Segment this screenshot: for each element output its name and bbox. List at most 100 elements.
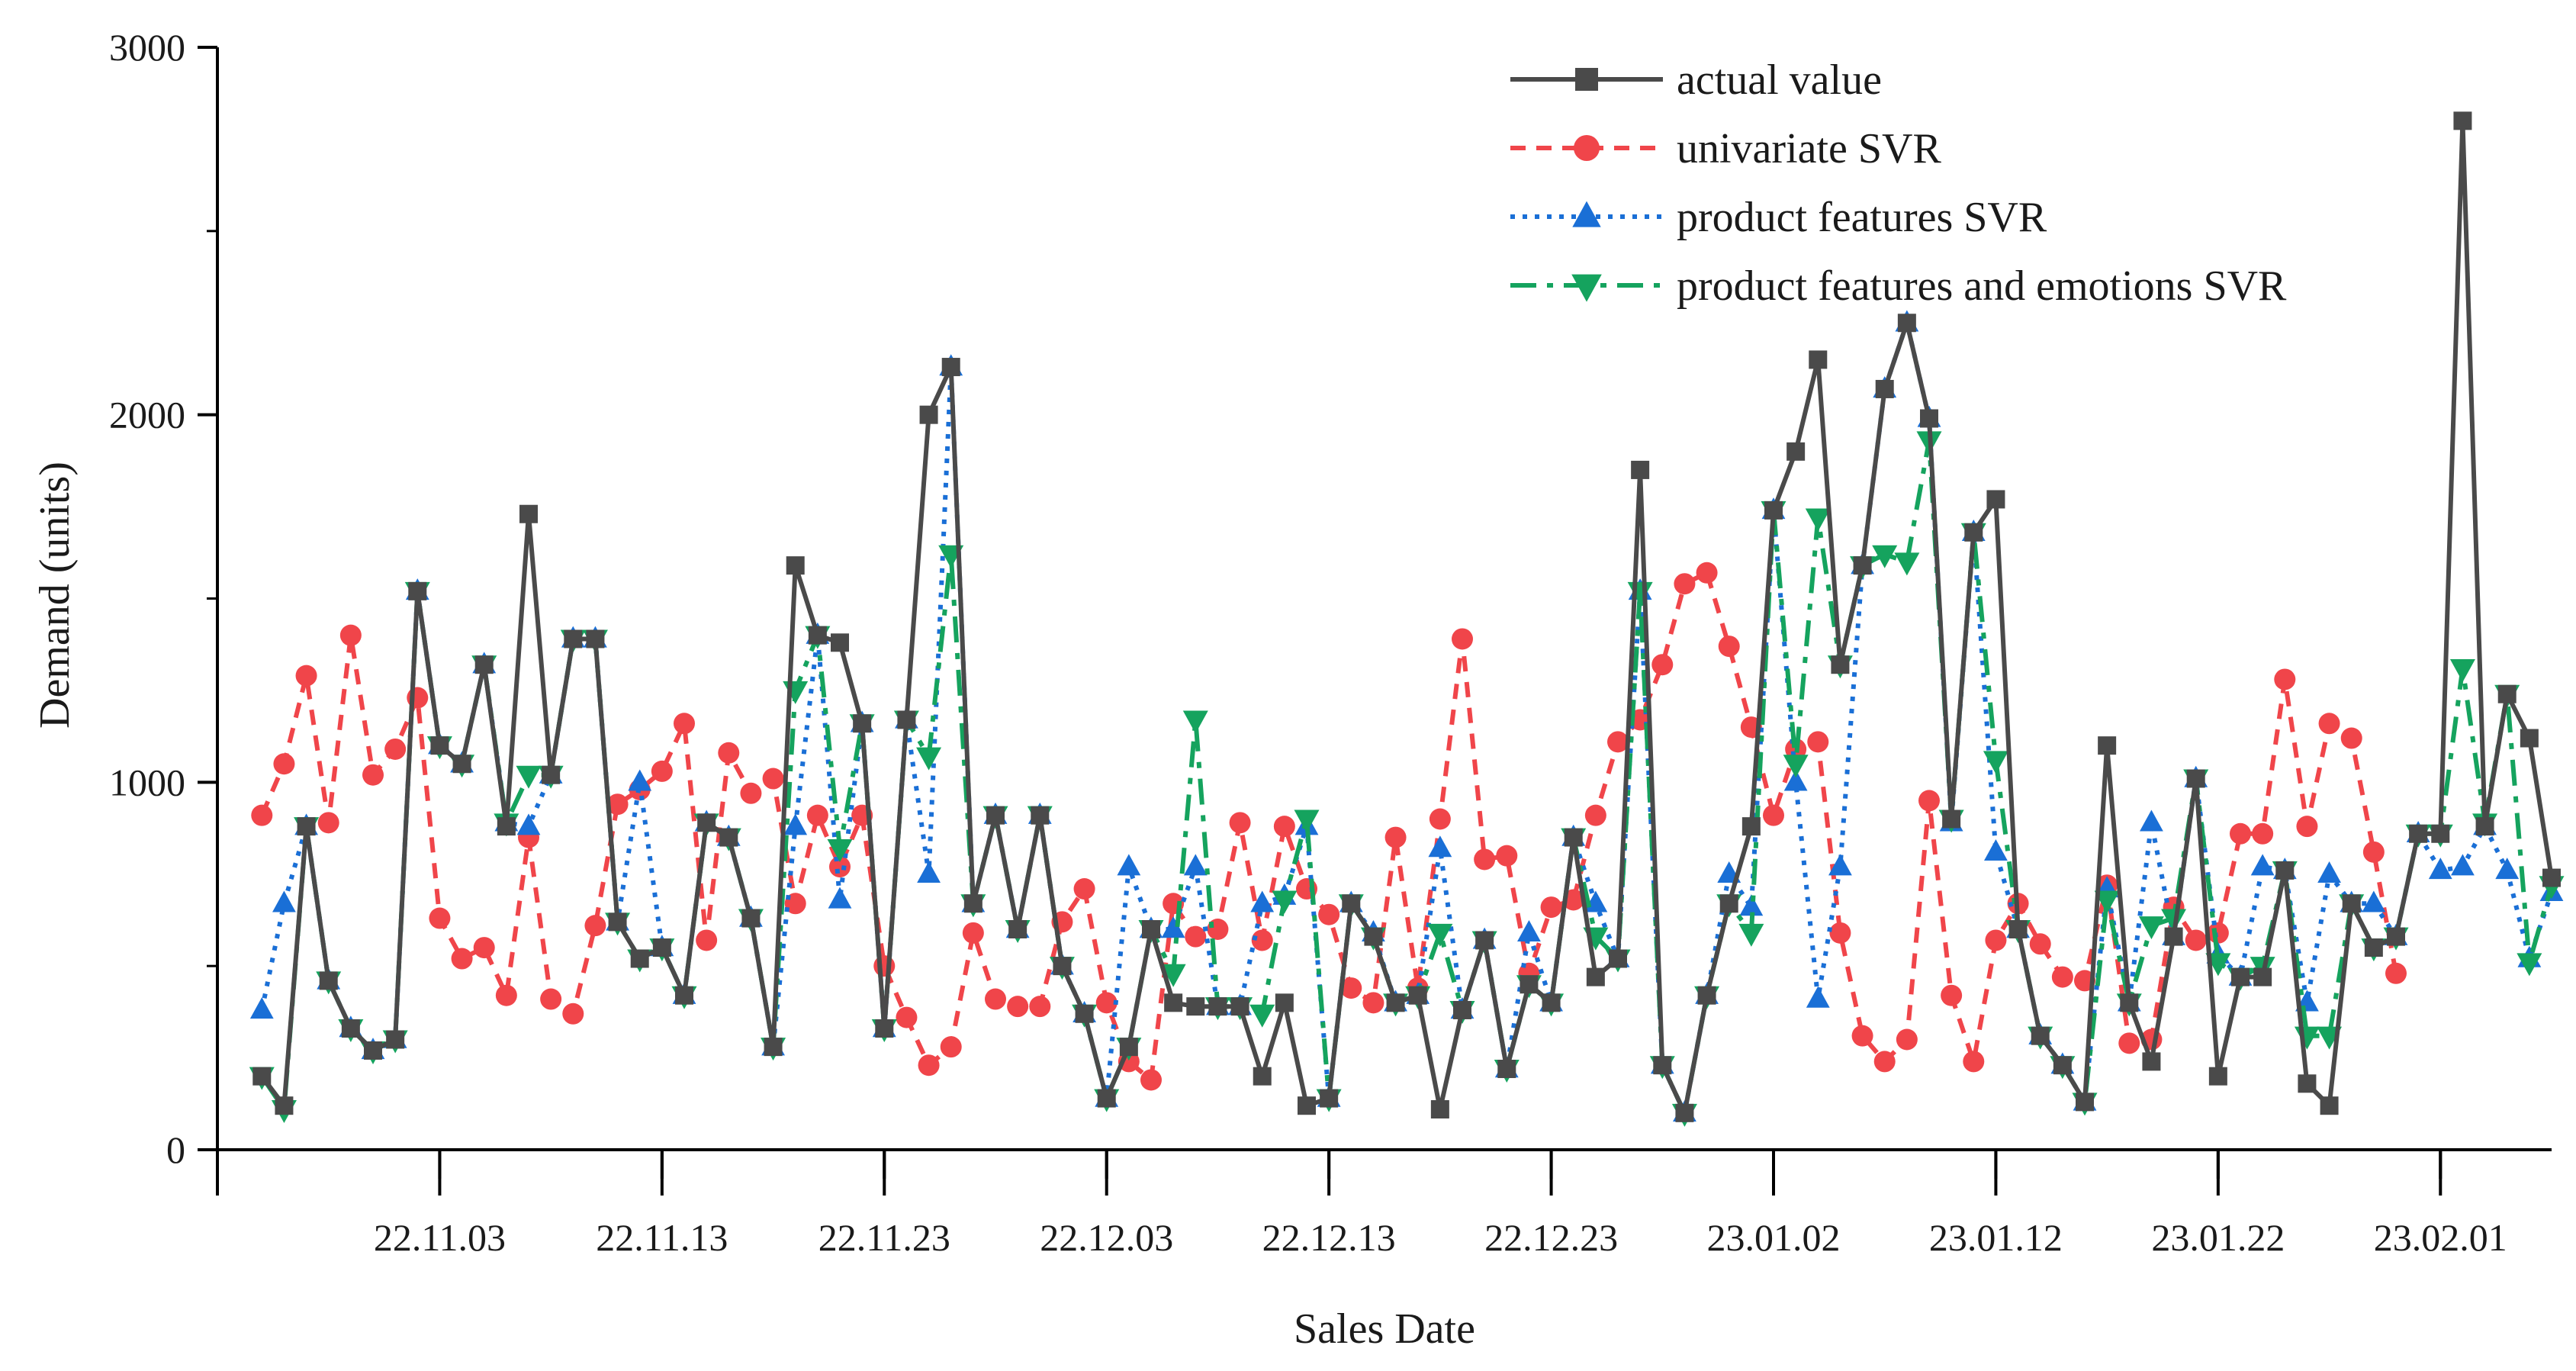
data-point — [1918, 790, 1940, 812]
data-point — [2138, 916, 2164, 940]
data-point — [2342, 894, 2361, 913]
data-point — [2275, 861, 2295, 880]
data-point — [297, 817, 316, 836]
data-point — [586, 629, 605, 648]
data-point — [2320, 1096, 2339, 1115]
data-point — [762, 768, 784, 790]
data-point — [2098, 736, 2117, 755]
data-point — [896, 1006, 918, 1028]
data-point — [1897, 314, 1916, 333]
data-point — [2205, 953, 2231, 977]
data-point — [986, 806, 1005, 825]
data-point — [252, 1067, 272, 1086]
data-point — [831, 633, 849, 652]
data-point — [2520, 729, 2539, 748]
data-point — [718, 742, 740, 764]
data-point — [1275, 993, 1294, 1012]
data-point — [1942, 809, 1961, 829]
legend-label: univariate SVR — [1677, 125, 1941, 172]
data-point — [1674, 573, 1696, 595]
data-point — [516, 765, 542, 789]
data-point — [1453, 1000, 1471, 1019]
data-point — [2164, 927, 2183, 946]
data-point — [516, 813, 541, 835]
data-point — [275, 1096, 294, 1115]
data-point — [1607, 731, 1629, 753]
legend-marker — [1574, 135, 1600, 161]
data-point — [1764, 500, 1783, 520]
data-point — [497, 817, 516, 836]
data-point — [697, 813, 716, 832]
data-point — [1872, 545, 1898, 568]
data-point — [1340, 977, 1362, 999]
data-point — [1738, 923, 1764, 947]
data-point — [386, 1030, 405, 1049]
data-point — [1783, 755, 1809, 778]
data-point — [916, 747, 942, 771]
data-point — [2008, 920, 2028, 938]
data-point — [1119, 1038, 1138, 1057]
data-point — [2451, 854, 2475, 876]
data-point — [2094, 890, 2120, 914]
data-point — [1185, 925, 1207, 948]
data-point — [364, 1041, 382, 1060]
data-point — [1786, 442, 1806, 461]
data-point — [540, 988, 562, 1010]
data-point — [362, 764, 384, 786]
data-point — [2208, 1067, 2227, 1086]
data-point — [273, 753, 295, 775]
x-tick-label: 23.01.12 — [1929, 1216, 2063, 1259]
data-point — [1142, 920, 1160, 938]
data-point — [1475, 931, 1494, 950]
data-point — [2185, 929, 2207, 951]
x-tick-label: 22.11.13 — [596, 1216, 728, 1259]
data-point — [1653, 1056, 1672, 1075]
data-point — [1429, 808, 1451, 830]
data-point — [2296, 816, 2318, 838]
data-point — [1828, 854, 1852, 876]
data-point — [2231, 967, 2250, 986]
data-point — [674, 713, 695, 735]
data-point — [652, 938, 671, 957]
series-actual-value — [252, 111, 2561, 1122]
data-point — [606, 793, 629, 816]
data-point — [2428, 858, 2452, 880]
data-point — [1253, 1067, 1272, 1086]
data-point — [628, 769, 652, 791]
data-point — [608, 912, 627, 932]
data-point — [1183, 854, 1208, 876]
y-axis-title: Demand (units) — [31, 462, 79, 729]
data-point — [2274, 668, 2296, 690]
data-point — [2475, 817, 2494, 836]
data-point — [495, 984, 517, 1006]
data-point — [1986, 490, 2005, 509]
data-point — [519, 504, 538, 523]
legend: actual value univariate SVR product featur… — [1510, 56, 2287, 310]
data-point — [584, 915, 606, 937]
data-point — [1251, 929, 1273, 951]
data-point — [1831, 655, 1850, 674]
data-point — [1562, 889, 1584, 911]
data-point — [1364, 927, 1383, 946]
data-point — [873, 955, 896, 977]
data-point — [1161, 916, 1185, 938]
data-point — [651, 760, 673, 782]
data-point — [2252, 822, 2274, 845]
data-point — [2118, 1032, 2140, 1054]
data-point — [1075, 1004, 1094, 1023]
data-point — [1007, 996, 1029, 1018]
data-point — [384, 738, 407, 760]
data-point — [1208, 997, 1227, 1016]
data-point — [2340, 727, 2362, 749]
data-point — [341, 1019, 360, 1038]
data-point — [1318, 903, 1340, 925]
data-point — [2362, 841, 2385, 863]
data-point — [1719, 894, 1738, 913]
data-point — [1851, 1025, 1873, 1047]
data-point — [897, 710, 916, 729]
data-point — [272, 890, 296, 912]
data-point — [1651, 654, 1674, 676]
data-point — [1763, 804, 1784, 826]
data-point — [1829, 922, 1851, 944]
data-point — [919, 405, 938, 424]
